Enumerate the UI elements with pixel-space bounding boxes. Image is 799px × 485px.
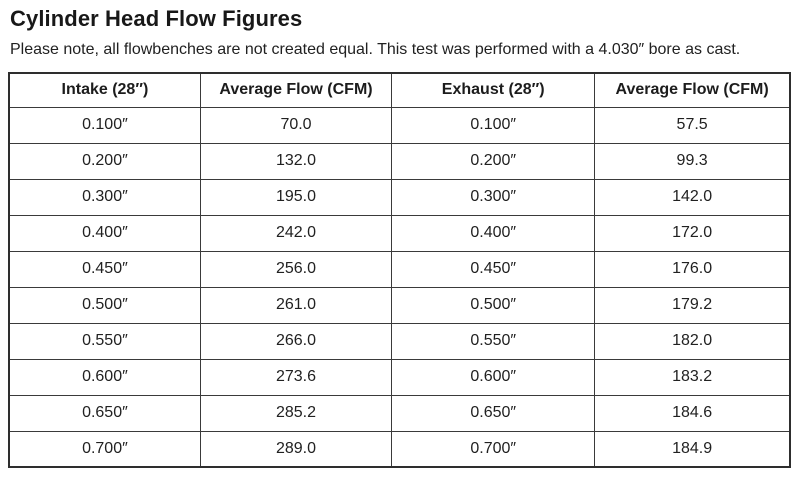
column-header-2: Exhaust (28″) — [391, 72, 596, 108]
flow-figures-table: Intake (28″) Average Flow (CFM) Exhaust (2… — [8, 72, 791, 468]
table-cell: 0.300″ — [391, 178, 596, 216]
table-cell: 142.0 — [594, 178, 791, 216]
table-cell: 70.0 — [199, 106, 393, 144]
table-cell: 273.6 — [199, 358, 393, 396]
table-cell: 0.650″ — [391, 394, 596, 432]
table-cell: 0.400″ — [391, 214, 596, 252]
table-cell: 0.100″ — [391, 106, 596, 144]
table-cell: 57.5 — [594, 106, 791, 144]
table-cell: 256.0 — [199, 250, 393, 288]
table-cell: 285.2 — [199, 394, 393, 432]
table-body: 0.100″ 70.0 0.100″ 57.5 0.200″ 132.0 0.200″ 99.… — [8, 106, 791, 468]
page-title: Cylinder Head Flow Figures — [10, 6, 303, 31]
table-cell: 261.0 — [199, 286, 393, 324]
table-cell: 99.3 — [594, 142, 791, 180]
table-cell: 179.2 — [594, 286, 791, 324]
table-row: 0.650″ 285.2 0.650″ 184.6 — [8, 394, 791, 432]
table-cell: 0.450″ — [391, 250, 596, 288]
table-row: 0.550″ 266.0 0.550″ 182.0 — [8, 322, 791, 360]
table-row: 0.450″ 256.0 0.450″ 176.0 — [8, 250, 791, 288]
table-cell: 0.400″ — [8, 214, 201, 252]
table-cell: 0.600″ — [8, 358, 201, 396]
table-cell: 0.550″ — [8, 322, 201, 360]
table-cell: 0.450″ — [8, 250, 201, 288]
table-header-row: Intake (28″) Average Flow (CFM) Exhaust (2… — [8, 72, 791, 108]
table-cell: 289.0 — [199, 430, 393, 468]
table-cell: 0.700″ — [391, 430, 596, 468]
column-header-0: Intake (28″) — [8, 72, 201, 108]
table-cell: 0.550″ — [391, 322, 596, 360]
table-row: 0.600″ 273.6 0.600″ 183.2 — [8, 358, 791, 396]
table-cell: 132.0 — [199, 142, 393, 180]
table-cell: 0.600″ — [391, 358, 596, 396]
table-cell: 0.200″ — [391, 142, 596, 180]
column-header-1: Average Flow (CFM) — [199, 72, 393, 108]
table-cell: 184.6 — [594, 394, 791, 432]
table-row: 0.500″ 261.0 0.500″ 179.2 — [8, 286, 791, 324]
table-row: 0.300″ 195.0 0.300″ 142.0 — [8, 178, 791, 216]
column-header-3: Average Flow (CFM) — [594, 72, 791, 108]
table-row: 0.400″ 242.0 0.400″ 172.0 — [8, 214, 791, 252]
table-header: Intake (28″) Average Flow (CFM) Exhaust (2… — [8, 72, 791, 108]
table-cell: 0.200″ — [8, 142, 201, 180]
table-cell: 0.100″ — [8, 106, 201, 144]
table-cell: 182.0 — [594, 322, 791, 360]
table-cell: 195.0 — [199, 178, 393, 216]
table-cell: 242.0 — [199, 214, 393, 252]
table-cell: 176.0 — [594, 250, 791, 288]
table-cell: 183.2 — [594, 358, 791, 396]
table-cell: 0.300″ — [8, 178, 201, 216]
table-cell: 0.650″ — [8, 394, 201, 432]
table-row: 0.200″ 132.0 0.200″ 99.3 — [8, 142, 791, 180]
table-cell: 0.500″ — [8, 286, 201, 324]
table-row: 0.700″ 289.0 0.700″ 184.9 — [8, 430, 791, 468]
table-cell: 266.0 — [199, 322, 393, 360]
table-cell: 0.700″ — [8, 430, 201, 468]
page-subtitle-note: Please note, all flowbenches are not cre… — [10, 41, 741, 58]
table-cell: 184.9 — [594, 430, 791, 468]
table-cell: 0.500″ — [391, 286, 596, 324]
table-cell: 172.0 — [594, 214, 791, 252]
table-row: 0.100″ 70.0 0.100″ 57.5 — [8, 106, 791, 144]
